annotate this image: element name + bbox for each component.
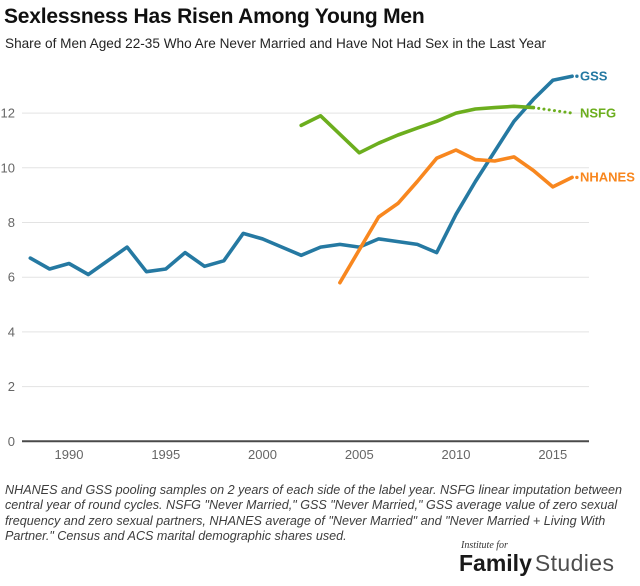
y-tick-label-2: 2 [8, 379, 15, 394]
x-tick-label-2005: 2005 [345, 447, 374, 462]
page-subtitle: Share of Men Aged 22-35 Who Are Never Ma… [5, 36, 547, 51]
x-tick-label-1995: 1995 [151, 447, 180, 462]
logo-family: Family [459, 550, 532, 576]
gss-end-dot [575, 74, 579, 78]
nhanes-end-dot [575, 175, 579, 180]
chart-footnote: NHANES and GSS pooling samples on 2 year… [5, 483, 622, 543]
gss-line [28, 74, 574, 277]
logo-institute-for: Institute for [461, 540, 508, 551]
y-tick-label-0: 0 [8, 434, 15, 449]
gss-series-label: GSS [580, 69, 608, 84]
x-tick-label-2000: 2000 [248, 447, 277, 462]
nsfg-series-label: NSFG [580, 105, 616, 120]
x-tick-label-2010: 2010 [442, 447, 471, 462]
y-tick-label-12: 12 [1, 106, 15, 121]
x-tick-label-1990: 1990 [55, 447, 84, 462]
ifs-logo: Institute for Family Studies [459, 540, 614, 575]
nhanes-series-label: NHANES [580, 170, 635, 185]
logo-family-studies: Family Studies [459, 551, 614, 575]
nhanes-line [338, 148, 574, 285]
nsfg-line [299, 104, 536, 155]
y-tick-label-6: 6 [8, 270, 15, 285]
y-tick-label-10: 10 [1, 160, 15, 175]
page-title: Sexlessness Has Risen Among Young Men [4, 5, 425, 28]
nsfg-dotted-segment [531, 106, 574, 115]
y-tick-label-8: 8 [8, 215, 15, 230]
x-tick-label-2015: 2015 [538, 447, 567, 462]
logo-studies: Studies [534, 550, 615, 576]
y-tick-label-4: 4 [8, 324, 15, 339]
